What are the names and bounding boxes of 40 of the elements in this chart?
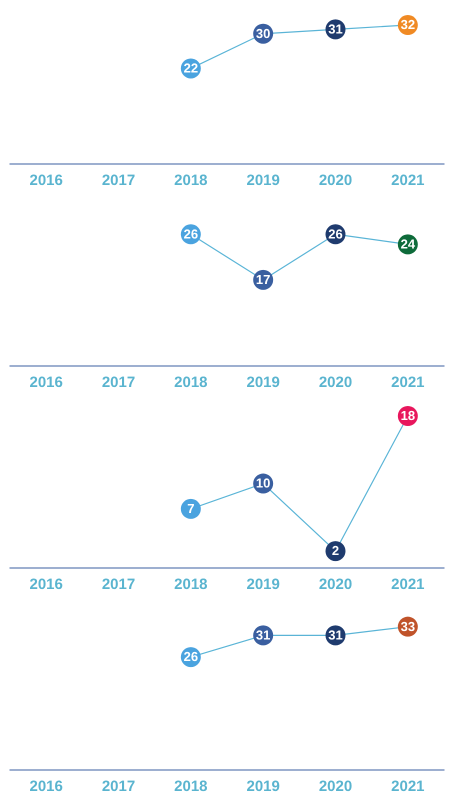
x-tick-label: 2016 [29, 576, 63, 594]
x-tick-label: 2017 [102, 778, 136, 796]
x-tick-label: 2019 [246, 374, 280, 392]
x-tick-label: 2021 [391, 576, 425, 594]
x-tick-label: 2016 [29, 172, 63, 190]
x-tick-label: 2021 [391, 778, 425, 796]
x-tick-label: 2018 [174, 778, 208, 796]
data-label: 10 [256, 476, 270, 491]
x-tick-label: 2017 [102, 576, 136, 594]
x-tick-label: 2021 [391, 374, 425, 392]
data-label: 24 [400, 236, 416, 252]
x-tick-label: 2017 [102, 374, 136, 392]
x-tick-label: 2020 [318, 374, 352, 392]
x-tick-label: 2019 [246, 172, 280, 190]
x-tick-label: 2018 [174, 576, 208, 594]
data-label: 31 [328, 21, 343, 36]
data-label: 30 [256, 26, 270, 41]
x-tick-label: 2016 [29, 374, 63, 392]
data-label: 2 [332, 543, 340, 558]
x-tick-label: 2017 [102, 172, 136, 190]
data-label: 26 [184, 226, 198, 242]
x-tick-label: 2020 [318, 576, 352, 594]
data-label: 17 [256, 272, 270, 287]
data-label: 31 [256, 627, 270, 642]
data-label: 31 [328, 627, 343, 642]
data-label: 22 [184, 60, 198, 76]
x-tick-label: 2016 [29, 778, 63, 796]
x-tick-label: 2020 [318, 778, 352, 796]
x-tick-label: 2018 [174, 172, 208, 190]
data-label: 18 [400, 408, 416, 424]
x-tick-label: 2021 [391, 172, 425, 190]
data-label: 7 [187, 500, 194, 516]
data-label: 26 [184, 649, 198, 664]
data-label: 26 [328, 226, 343, 242]
x-tick-label: 2019 [246, 576, 280, 594]
x-tick-label: 2019 [246, 778, 280, 796]
x-tick-label: 2018 [174, 374, 208, 392]
data-label: 33 [400, 618, 416, 634]
x-tick-label: 2020 [318, 172, 352, 190]
data-label: 32 [400, 17, 416, 32]
